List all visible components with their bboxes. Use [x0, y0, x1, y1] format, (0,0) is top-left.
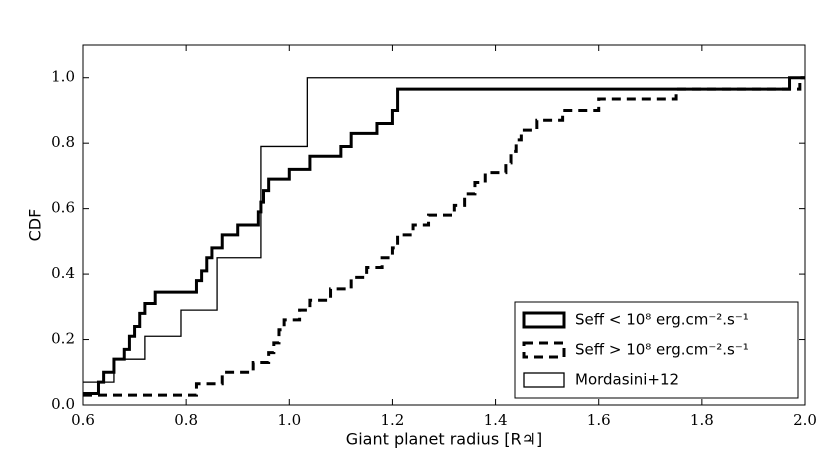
x-tick-label: 1.0 — [277, 411, 301, 429]
legend-box — [514, 301, 799, 399]
plot-frame — [82, 44, 806, 406]
legend-swatch — [522, 341, 566, 359]
x-tick-label: 0.6 — [71, 411, 95, 429]
x-tick-label: 1.4 — [484, 411, 508, 429]
y-tick-label: 0.0 — [51, 395, 75, 413]
y-axis-label: CDF — [26, 209, 45, 242]
legend-label: Seff < 10⁸ erg.cm⁻².s⁻¹ — [575, 311, 749, 329]
legend-label: Seff > 10⁸ erg.cm⁻².s⁻¹ — [575, 341, 749, 359]
x-axis-label: Giant planet radius [R♃] — [346, 430, 542, 449]
y-tick-label: 0.8 — [51, 133, 75, 151]
legend-swatch — [523, 372, 565, 388]
cdf-line — [83, 76, 805, 396]
legend-label: Mordasini+12 — [575, 371, 679, 389]
x-tick-label: 2.0 — [793, 411, 817, 429]
x-tick-label: 1.6 — [587, 411, 611, 429]
legend-swatch — [522, 311, 566, 329]
y-tick-label: 0.2 — [51, 330, 75, 348]
y-tick-label: 0.6 — [51, 199, 75, 217]
cdf-line — [83, 77, 805, 383]
cdf-line — [83, 76, 805, 397]
x-tick-label: 0.8 — [174, 411, 198, 429]
y-tick-label: 0.4 — [51, 264, 75, 282]
x-tick-label: 1.2 — [380, 411, 404, 429]
x-tick-label: 1.8 — [690, 411, 714, 429]
y-tick-label: 1.0 — [51, 68, 75, 86]
